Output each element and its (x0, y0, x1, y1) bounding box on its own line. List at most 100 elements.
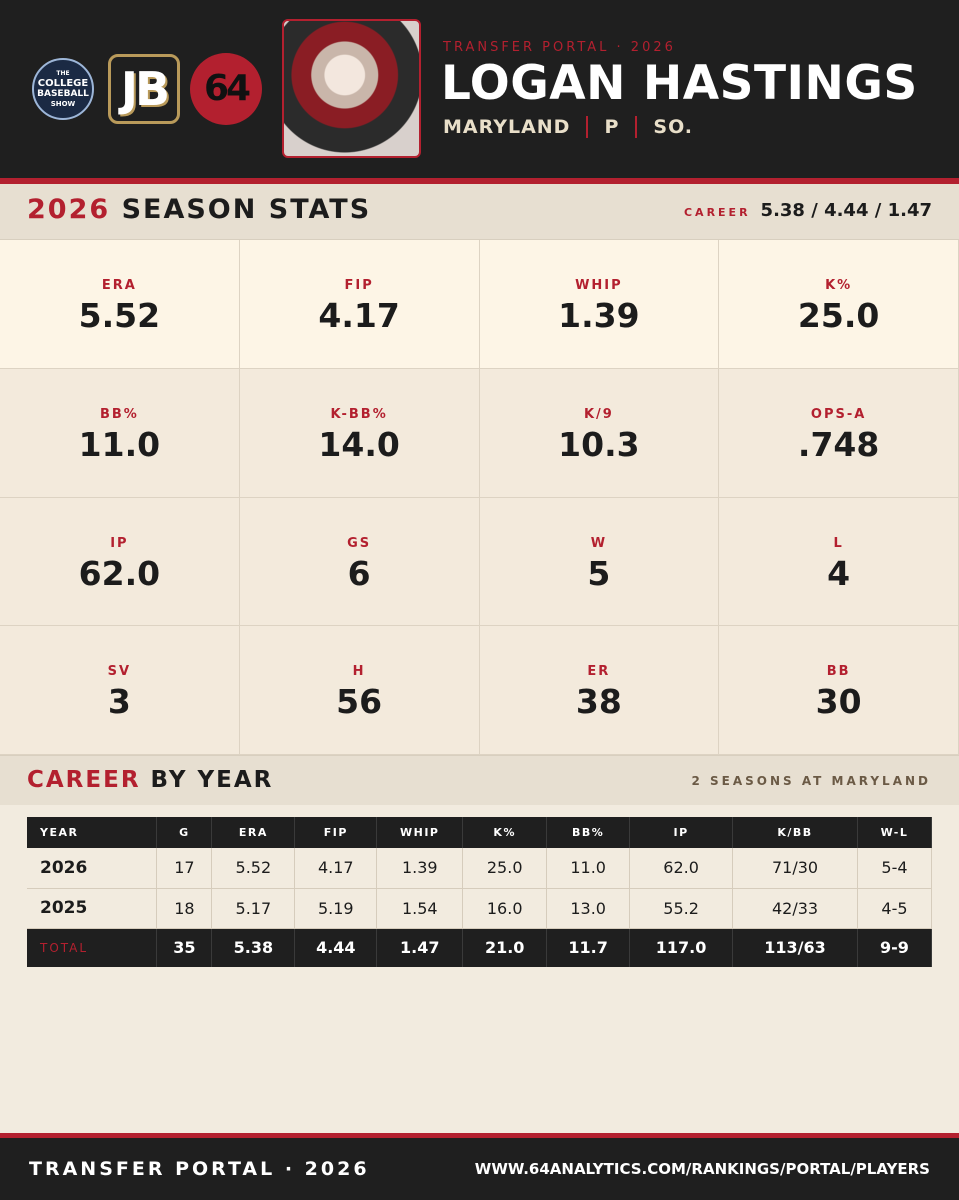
sixty-four-logo: 64 (190, 53, 262, 125)
column-header: W-L (857, 817, 933, 848)
stat-label: WHIP (575, 278, 623, 293)
separator (635, 116, 638, 138)
school: MARYLAND (443, 116, 571, 138)
cell: TOTAL (27, 928, 158, 967)
cell: 13.0 (546, 888, 631, 929)
logo-text: COLLEGE (37, 78, 89, 89)
stat-value: 38 (575, 682, 622, 722)
cell: 117.0 (629, 928, 734, 967)
player-name: LOGAN HASTINGS (441, 56, 918, 111)
stat-cell: IP 62.0 (0, 497, 240, 627)
column-header: YEAR (27, 817, 158, 848)
divider (0, 178, 959, 184)
player-photo (282, 19, 421, 158)
career-summary: CAREER 5.38 / 4.44 / 1.47 (684, 200, 932, 221)
stat-cell: WHIP 1.39 (479, 240, 720, 369)
stat-value: .748 (797, 424, 880, 464)
cell: 21.0 (462, 928, 548, 967)
footer-left: TRANSFER PORTAL · 2026 (29, 1158, 370, 1180)
title-year: 2026 (27, 194, 111, 225)
career-label: CAREER (683, 206, 751, 219)
logo-text: THE (56, 70, 70, 77)
cell: 35 (156, 928, 213, 967)
stat-value: 30 (815, 682, 862, 722)
column-header: K% (462, 817, 548, 848)
stat-cell: ERA 5.52 (0, 240, 240, 369)
footer: TRANSFER PORTAL · 2026 WWW.64ANALYTICS.C… (0, 1138, 959, 1200)
stat-label: BB% (99, 406, 139, 422)
stat-value: 5 (587, 553, 611, 593)
stat-label: L (833, 535, 844, 551)
position: P (604, 116, 620, 138)
stat-label: FIP (344, 278, 374, 293)
data-row: 2025 18 5.17 5.19 1.54 16.0 13.0 55.2 42/33 4-5 (27, 888, 933, 929)
cell: 4.17 (294, 848, 378, 889)
column-header: IP (629, 817, 734, 848)
cell: 17 (156, 848, 213, 889)
cell: 71/30 (732, 848, 858, 889)
column-header: K/BB (732, 817, 858, 848)
career-value: 5.38 / 4.44 / 1.47 (760, 200, 932, 221)
stat-value: 10.3 (558, 424, 640, 464)
cell: 11.7 (546, 928, 631, 967)
cell: 25.0 (462, 848, 548, 889)
stat-label: H (352, 664, 366, 680)
separator (586, 116, 589, 138)
stat-label: ER (587, 664, 611, 680)
cell: 4-5 (857, 888, 933, 929)
stat-value: 1.39 (558, 296, 640, 335)
cell: 1.47 (376, 928, 464, 967)
stat-value: 3 (107, 682, 131, 722)
section-title: 2026 SEASON STATS (27, 194, 371, 225)
cell: 42/33 (732, 888, 858, 929)
logo-text: SHOW (50, 100, 76, 108)
stat-label: W (590, 535, 608, 551)
cell: 5.38 (211, 928, 296, 967)
stat-label: K/9 (583, 406, 614, 422)
stat-cell: K-BB% 14.0 (239, 368, 480, 498)
cell: 1.39 (376, 848, 464, 889)
career-table: YEAR G ERA FIP WHIP K% BB% IP K/BB W-L 2026 17 5.52 4… (27, 817, 933, 967)
total-row: TOTAL 35 5.38 4.44 1.47 21.0 11.7 117.0 113/63 9-… (27, 928, 933, 967)
footer-url: WWW.64ANALYTICS.COM/RANKINGS/PORTAL/PLAY… (474, 1160, 930, 1178)
column-header: WHIP (376, 817, 464, 848)
data-row: 2026 17 5.52 4.17 1.39 25.0 11.0 62.0 71/30 5-4 (27, 848, 933, 889)
stat-label: IP (110, 535, 129, 551)
player-meta: MARYLAND P SO. (443, 116, 693, 138)
cell: 4.44 (294, 928, 378, 967)
title-accent: CAREER (27, 767, 141, 793)
stat-label: ERA (101, 278, 137, 293)
stats-grid: ERA 5.52 FIP 4.17 WHIP 1.39 K% 25.0 BB% 11.0 K-BB%… (0, 240, 959, 755)
cell: 1.54 (376, 888, 464, 929)
cell: 2026 (27, 848, 158, 889)
header-row: YEAR G ERA FIP WHIP K% BB% IP K/BB W-L (27, 817, 933, 848)
stat-value: 14.0 (318, 424, 400, 464)
stat-cell: GS 6 (239, 497, 480, 627)
stat-label: BB (826, 664, 851, 680)
cell: 113/63 (732, 928, 858, 967)
stat-cell: BB 30 (719, 626, 959, 755)
stat-cell: SV 3 (0, 626, 240, 755)
eyebrow: TRANSFER PORTAL · 2026 (443, 40, 676, 55)
stat-value: 11.0 (78, 424, 161, 464)
cell: 55.2 (629, 888, 734, 929)
logo-text: BASEBALL (37, 89, 89, 99)
stat-cell: H 56 (239, 626, 480, 755)
title-rest: SEASON STATS (121, 194, 372, 225)
stat-label: SV (107, 664, 132, 680)
stat-label: GS (347, 535, 372, 551)
cell: 5.17 (211, 888, 296, 929)
cell: 5-4 (857, 848, 933, 889)
cell: 2025 (27, 888, 158, 929)
cell: 9-9 (857, 928, 933, 967)
column-header: BB% (546, 817, 631, 848)
stat-value: 5.52 (78, 296, 161, 335)
column-header: G (156, 817, 213, 848)
stat-cell: ER 38 (479, 626, 720, 755)
stat-label: OPS-A (810, 406, 867, 422)
jb-logo: JB (108, 54, 180, 124)
stat-value: 6 (347, 553, 371, 593)
